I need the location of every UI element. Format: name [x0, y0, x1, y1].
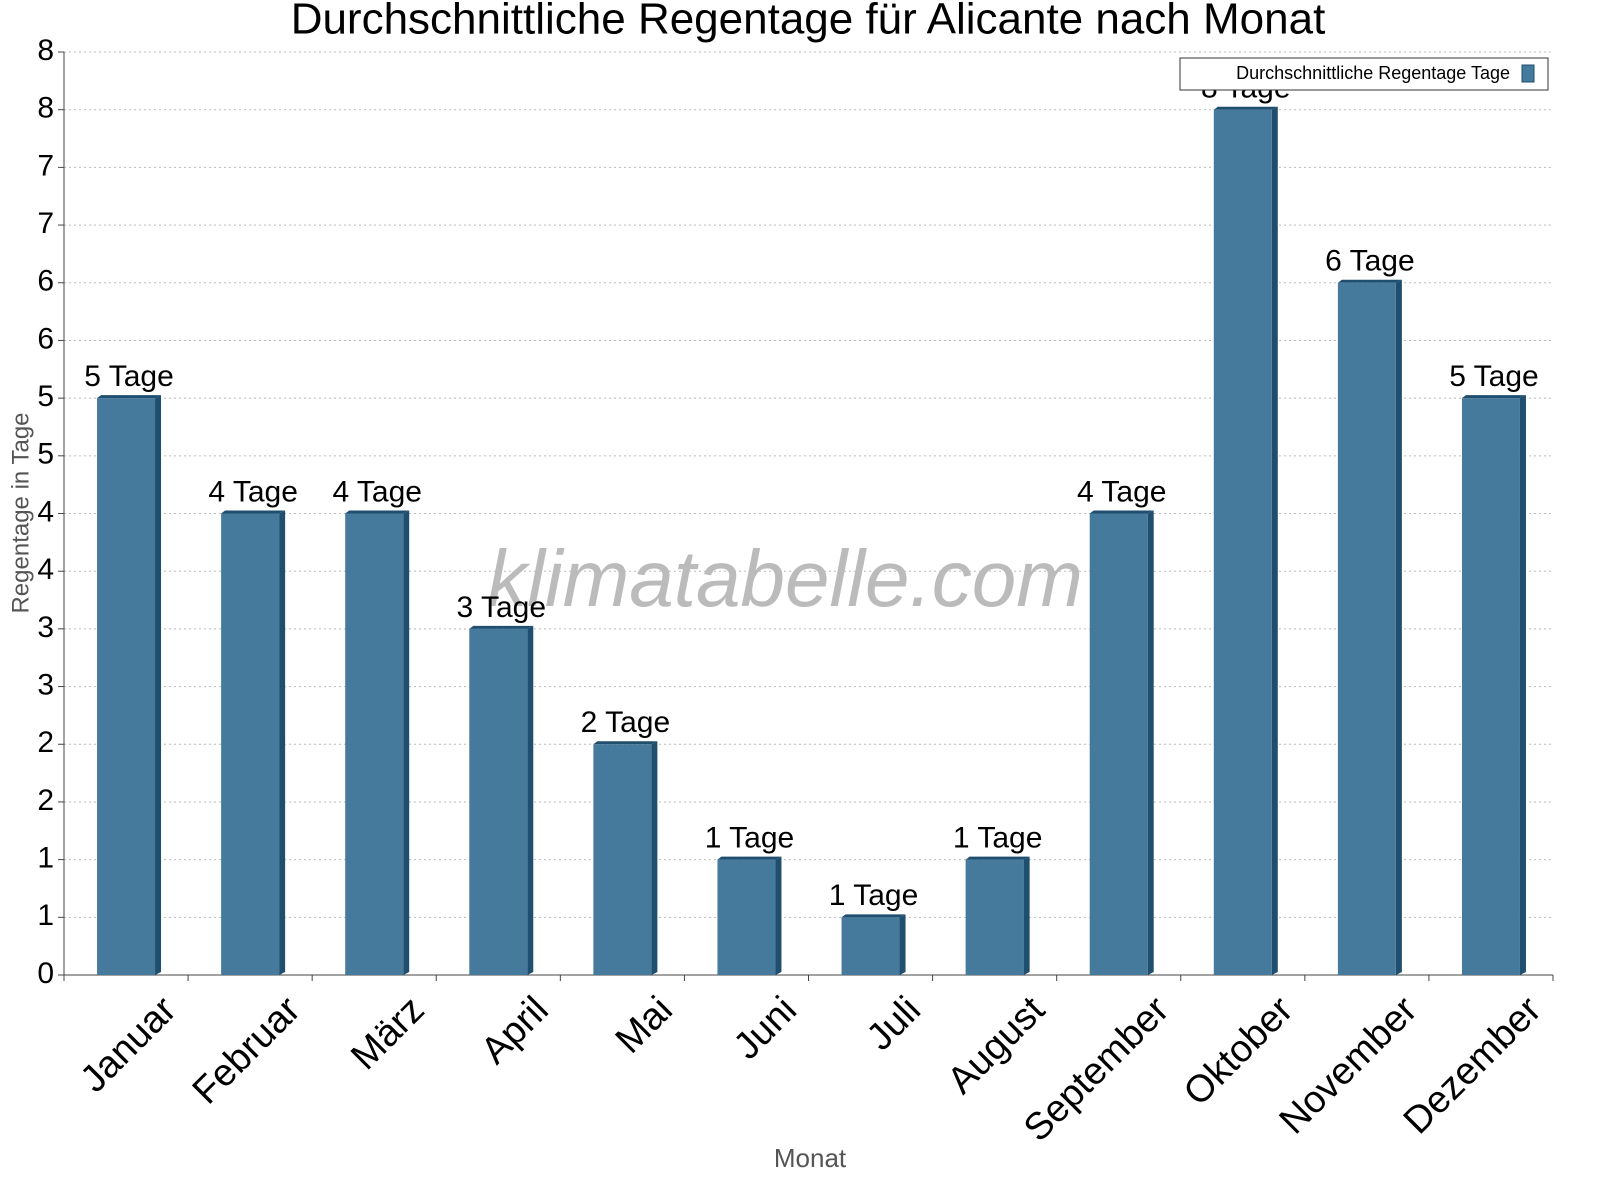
y-tick-label: 5 [37, 380, 54, 413]
x-tick-label: Oktober [1176, 989, 1302, 1115]
y-tick-label: 7 [37, 207, 54, 240]
bar [717, 859, 776, 975]
y-tick-label: 5 [37, 438, 54, 471]
y-tick-label: 3 [37, 611, 54, 644]
bar-side [1271, 106, 1278, 975]
y-tick-label: 2 [37, 784, 54, 817]
bar-side [279, 510, 286, 975]
bar-side [1147, 510, 1154, 975]
x-tick-label: August [940, 988, 1054, 1102]
bar [1213, 109, 1272, 975]
y-tick-label: 4 [37, 495, 54, 528]
bar [593, 744, 652, 975]
data-label: 4 Tage [332, 475, 422, 508]
y-tick-label: 6 [37, 322, 54, 355]
chart-title: Durchschnittliche Regentage für Alicante… [291, 0, 1326, 44]
bar-top [1337, 279, 1402, 283]
y-tick-label: 2 [37, 726, 54, 759]
data-label: 1 Tage [705, 822, 795, 855]
bar [221, 513, 280, 975]
y-tick-label: 8 [37, 92, 54, 125]
data-label: 1 Tage [829, 879, 919, 912]
bar [965, 859, 1024, 975]
bar-top [221, 510, 286, 514]
data-label: 3 Tage [457, 591, 547, 624]
data-label: 4 Tage [1077, 475, 1167, 508]
legend-swatch [1521, 64, 1535, 83]
y-axis-label: Regentage in Tage [7, 412, 34, 613]
bar-top [1089, 510, 1154, 514]
x-tick-label: Mai [608, 989, 681, 1062]
x-tick-label: Januar [73, 989, 185, 1101]
bar-side [1023, 856, 1030, 975]
bar-top [593, 741, 658, 745]
data-label: 4 Tage [208, 475, 298, 508]
y-tick-label: 1 [37, 842, 54, 875]
watermark: klimatabelle.com [487, 534, 1083, 623]
bar-side [651, 741, 658, 975]
bar [1089, 513, 1148, 975]
bar-side [155, 395, 162, 975]
bar-top [1461, 395, 1526, 399]
bar-side [527, 625, 534, 975]
data-label: 5 Tage [1449, 360, 1539, 393]
legend-box [1179, 57, 1549, 91]
bar [345, 513, 404, 975]
legend-label: Durchschnittliche Regentage Tage [1236, 63, 1510, 83]
y-tick-label: 0 [37, 957, 54, 990]
x-tick-label: Dezember [1396, 989, 1550, 1143]
y-tick-label: 1 [37, 899, 54, 932]
x-tick-label: Juli [859, 989, 929, 1059]
y-tick-label: 7 [37, 149, 54, 182]
bar-side [1519, 395, 1526, 975]
data-label: 6 Tage [1325, 245, 1415, 278]
bar-top [97, 395, 162, 399]
bar-side [403, 510, 410, 975]
bar-top [345, 510, 410, 514]
data-label: 1 Tage [953, 822, 1043, 855]
bar-side [1395, 279, 1402, 975]
y-tick-label: 8 [37, 34, 54, 67]
bar [841, 917, 900, 975]
data-label: 2 Tage [581, 706, 671, 739]
bar [469, 628, 528, 975]
bar-side [775, 856, 782, 975]
x-tick-label: März [343, 989, 432, 1078]
bar [1337, 282, 1396, 975]
bar-top [841, 914, 906, 918]
bar-side [899, 914, 906, 975]
x-tick-label: Juni [726, 989, 805, 1068]
y-tick-label: 4 [37, 553, 54, 586]
bar-top [717, 856, 782, 860]
x-axis-label: Monat [774, 1143, 847, 1173]
x-tick-label: Februar [185, 989, 309, 1113]
bar [97, 398, 156, 975]
bar [1461, 398, 1520, 975]
bar-top [1213, 106, 1278, 110]
bar-top [469, 625, 534, 629]
y-tick-label: 6 [37, 265, 54, 298]
x-tick-label: April [473, 989, 556, 1072]
y-tick-label: 3 [37, 668, 54, 701]
bar-top [965, 856, 1030, 860]
data-label: 5 Tage [84, 360, 174, 393]
